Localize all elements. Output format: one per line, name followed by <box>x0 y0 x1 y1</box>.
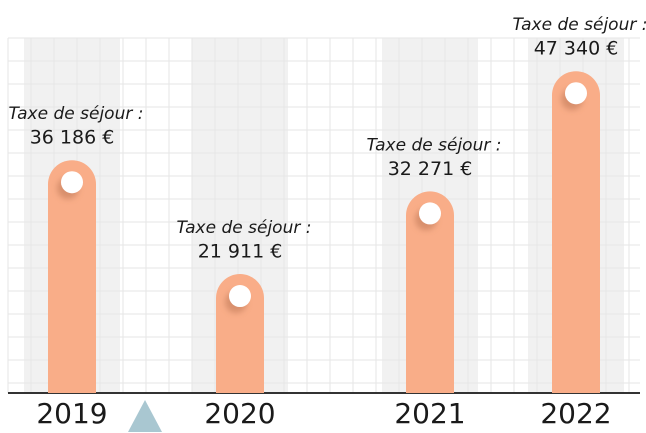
bar-dot <box>61 171 83 194</box>
value-label: 32 271 € <box>388 158 473 180</box>
bar-dot <box>229 285 251 308</box>
bar <box>552 71 600 393</box>
x-tick-label: 2021 <box>394 397 465 430</box>
value-label: 21 911 € <box>198 241 283 263</box>
triangle-icon <box>128 400 162 432</box>
bar <box>216 274 264 393</box>
x-tick-label: 2019 <box>36 397 107 430</box>
annotation: Taxe de séjour : <box>513 15 646 35</box>
annotation: Taxe de séjour : <box>367 135 502 155</box>
bar-dot <box>419 202 441 225</box>
bar-dot <box>565 82 587 105</box>
bar <box>48 160 96 393</box>
value-label: 47 340 € <box>534 38 619 60</box>
bar <box>406 191 454 393</box>
annotation: Taxe de séjour : <box>9 104 144 124</box>
x-tick-label: 2022 <box>540 397 611 430</box>
annotation: Taxe de séjour : <box>177 218 312 238</box>
background-grid <box>7 37 640 393</box>
x-tick-label: 2020 <box>204 397 275 430</box>
value-label: 36 186 € <box>30 127 115 149</box>
